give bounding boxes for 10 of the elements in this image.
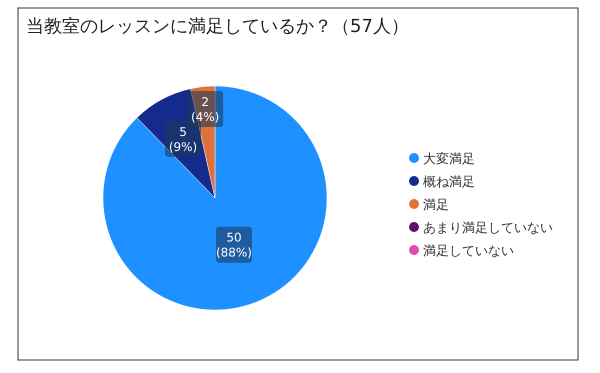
data-label: 2 (4%) [190, 94, 220, 124]
data-label: 50 (88%) [216, 230, 252, 260]
data-label: 5 (9%) [168, 124, 198, 154]
legend-label: 満足 [423, 198, 449, 213]
legend-label: あまり満足していない [423, 221, 553, 236]
legend-label: 満足していない [423, 244, 514, 259]
pie-slice [102, 86, 328, 310]
legend-label: 大変満足 [423, 151, 475, 167]
legend-label: 概ね満足 [423, 175, 475, 190]
chart-title: 当教室のレッスンに満足しているか？（57人） [26, 16, 409, 37]
